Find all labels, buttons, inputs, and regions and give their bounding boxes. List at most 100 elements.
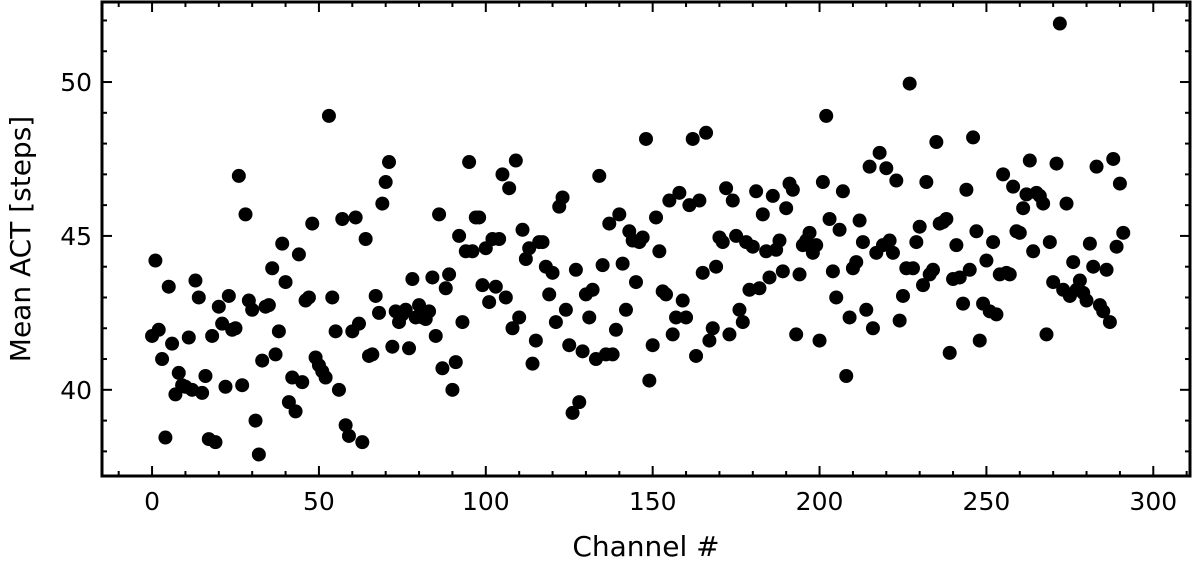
- point: [1039, 327, 1054, 342]
- point: [725, 193, 740, 208]
- point: [568, 262, 583, 277]
- point: [1026, 244, 1041, 259]
- point: [171, 365, 186, 380]
- plot-frame: [100, 0, 1192, 478]
- point: [996, 167, 1011, 182]
- point: [572, 395, 587, 410]
- point: [432, 207, 447, 222]
- x-tick-label: 50: [303, 487, 335, 516]
- point: [1022, 153, 1037, 168]
- point: [685, 131, 700, 146]
- x-tick-label: 200: [796, 487, 844, 516]
- point: [235, 378, 250, 393]
- point: [986, 235, 1001, 250]
- point: [291, 247, 306, 262]
- point: [882, 233, 897, 248]
- point: [495, 167, 510, 182]
- point: [372, 305, 387, 320]
- point: [275, 236, 290, 251]
- x-tick-label: 100: [462, 487, 510, 516]
- point: [822, 211, 837, 226]
- point: [1052, 16, 1067, 31]
- point: [188, 273, 203, 288]
- point: [525, 356, 540, 371]
- point: [325, 290, 340, 305]
- point: [271, 324, 286, 339]
- point: [522, 241, 537, 256]
- point: [862, 159, 877, 174]
- point: [702, 333, 717, 348]
- point: [518, 252, 533, 267]
- point: [775, 264, 790, 279]
- point: [448, 355, 463, 370]
- point: [542, 287, 557, 302]
- point: [181, 330, 196, 345]
- point: [895, 288, 910, 303]
- point: [482, 295, 497, 310]
- point: [562, 338, 577, 353]
- point: [956, 296, 971, 311]
- point: [659, 287, 674, 302]
- point: [575, 344, 590, 359]
- point: [1086, 259, 1101, 274]
- point: [719, 181, 734, 196]
- point: [402, 341, 417, 356]
- point: [709, 259, 724, 274]
- point: [488, 279, 503, 294]
- point: [205, 328, 220, 343]
- point: [228, 321, 243, 336]
- point: [405, 272, 420, 287]
- point: [335, 211, 350, 226]
- point: [699, 125, 714, 140]
- point: [515, 222, 530, 237]
- point: [1036, 196, 1051, 211]
- point: [155, 352, 170, 367]
- point: [752, 281, 767, 296]
- point: [849, 255, 864, 270]
- point: [191, 290, 206, 305]
- point: [825, 264, 840, 279]
- point: [582, 310, 597, 325]
- point: [512, 310, 527, 325]
- point: [161, 279, 176, 294]
- point: [318, 370, 333, 385]
- point: [1096, 304, 1111, 319]
- point: [959, 182, 974, 197]
- point: [151, 322, 166, 337]
- point: [1116, 225, 1131, 240]
- point: [916, 278, 931, 293]
- point: [462, 155, 477, 170]
- point: [398, 302, 413, 317]
- x-axis-label: Channel #: [572, 530, 719, 560]
- x-tick-label: 0: [144, 487, 160, 516]
- x-tick-label: 300: [1129, 487, 1177, 516]
- point: [1102, 315, 1117, 330]
- point: [1109, 239, 1124, 254]
- point: [351, 316, 366, 331]
- point: [472, 210, 487, 225]
- point: [949, 238, 964, 253]
- point: [558, 302, 573, 317]
- point: [952, 270, 967, 285]
- point: [595, 258, 610, 273]
- point: [689, 348, 704, 363]
- point: [255, 353, 270, 368]
- point: [865, 321, 880, 336]
- point: [268, 347, 283, 362]
- point: [855, 235, 870, 250]
- point: [602, 216, 617, 231]
- point: [585, 282, 600, 297]
- point: [502, 181, 517, 196]
- point: [452, 228, 467, 243]
- point: [455, 315, 470, 330]
- point: [1079, 293, 1094, 308]
- point: [672, 185, 687, 200]
- point: [1089, 159, 1104, 174]
- point: [301, 290, 316, 305]
- point: [1046, 275, 1061, 290]
- point: [211, 299, 226, 314]
- point: [358, 232, 373, 246]
- point: [665, 327, 680, 342]
- point: [885, 245, 900, 260]
- y-axis-label: Mean ACT [steps]: [4, 116, 37, 362]
